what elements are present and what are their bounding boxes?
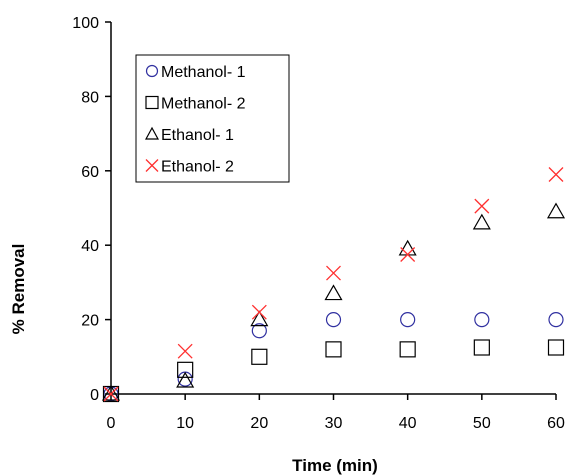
- legend-item: Methanol- 1: [145, 64, 246, 81]
- data-point-square: [251, 348, 268, 365]
- legend-marker-triangle: [144, 126, 160, 140]
- legend-marker-square: [145, 95, 159, 110]
- x-tick-label: 30: [325, 415, 343, 432]
- data-point-x: [474, 198, 490, 214]
- x-tick-label: 50: [473, 415, 491, 432]
- data-point-x: [400, 247, 416, 262]
- data-point-x: [548, 167, 564, 182]
- data-point-x: [103, 386, 119, 402]
- y-tick-label: 100: [72, 15, 99, 32]
- legend-marker-x: [145, 159, 159, 172]
- legend-marker-circle: [145, 64, 159, 78]
- data-point-circle: [474, 312, 490, 328]
- data-point-x: [177, 343, 193, 359]
- x-ticks: 0 10 20 30 40 50 60: [107, 394, 565, 432]
- data-point-square: [547, 339, 565, 356]
- legend-label: Methanol- 1: [161, 64, 246, 81]
- data-point-triangle: [176, 371, 195, 388]
- x-tick-label: 40: [399, 415, 417, 432]
- y-tick-label: 80: [81, 89, 99, 106]
- legend-item: Ethanol- 2: [145, 159, 234, 176]
- series-ethanol-2: [103, 167, 564, 402]
- data-point-square: [473, 339, 490, 356]
- y-tick-label: 40: [81, 238, 99, 255]
- data-point-circle: [548, 312, 564, 328]
- legend-item: Methanol- 2: [145, 95, 246, 113]
- y-tick-label: 0: [90, 387, 99, 404]
- x-tick-label: 20: [250, 415, 268, 432]
- plot-points: [101, 167, 566, 403]
- data-point-triangle: [324, 284, 343, 301]
- y-axis-title: % Removal: [9, 244, 28, 335]
- legend-label: Ethanol- 1: [161, 127, 234, 144]
- x-tick-label: 10: [176, 415, 194, 432]
- data-point-square: [399, 341, 416, 358]
- y-ticks: 0 20 40 60 80 100: [72, 15, 111, 404]
- data-point-triangle: [472, 213, 491, 230]
- x-tick-label: 0: [107, 415, 116, 432]
- x-axis-title: Time (min): [292, 456, 378, 475]
- x-tick-label: 60: [547, 415, 565, 432]
- data-point-circle: [177, 371, 193, 387]
- data-point-square: [325, 341, 342, 358]
- data-point-circle: [400, 312, 416, 328]
- data-point-square: [177, 361, 194, 378]
- series-methanol-1: [103, 312, 564, 402]
- legend-label: Ethanol- 2: [161, 159, 234, 176]
- data-point-x: [326, 265, 341, 281]
- data-point-circle: [325, 312, 342, 328]
- y-tick-label: 20: [81, 313, 99, 330]
- legend: Methanol- 1 Methanol- 2 Ethanol- 1 Ethanol-…: [135, 54, 290, 183]
- series-methanol-2: [102, 339, 565, 403]
- y-tick-label: 60: [81, 164, 99, 181]
- legend-label: Methanol- 2: [161, 96, 246, 113]
- data-point-x: [251, 304, 267, 320]
- data-point-triangle: [250, 310, 269, 327]
- legend-item: Ethanol- 1: [144, 126, 234, 144]
- data-point-triangle: [101, 384, 121, 401]
- series-ethanol-1: [101, 202, 566, 401]
- data-point-triangle: [398, 239, 417, 256]
- legend-box: [135, 54, 290, 183]
- data-point-triangle: [546, 202, 566, 219]
- data-point-circle: [251, 323, 267, 339]
